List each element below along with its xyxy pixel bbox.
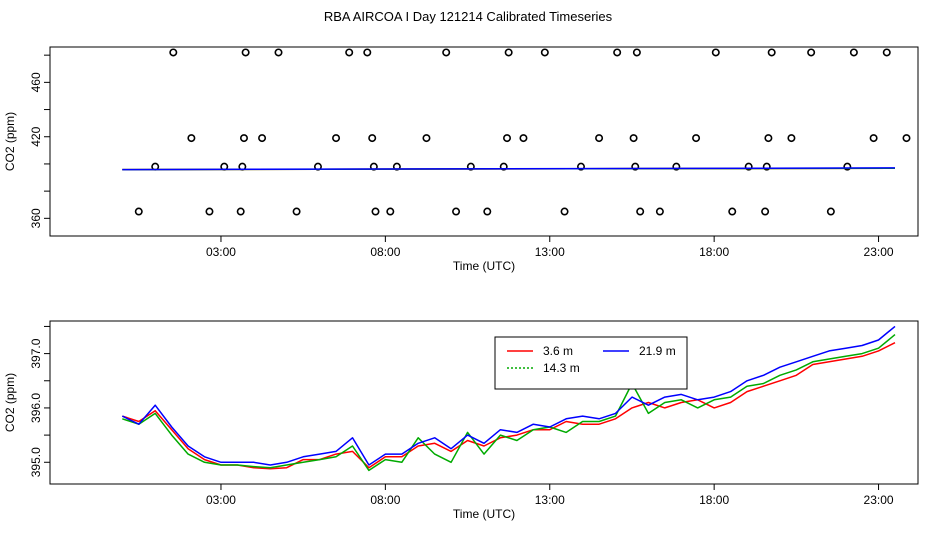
top-data-point <box>767 48 776 57</box>
bottom-x-tick-label: 03:00 <box>206 493 236 507</box>
top-data-point <box>241 48 250 57</box>
top-x-tick-label: 13:00 <box>535 245 565 259</box>
top-data-point <box>560 207 569 216</box>
top-data-point <box>169 48 178 57</box>
top-data-point <box>332 134 341 143</box>
top-data-point <box>629 134 638 143</box>
top-data-point <box>632 48 641 57</box>
bottom-x-tick-label: 18:00 <box>699 493 729 507</box>
bottom-plot-frame <box>49 320 919 485</box>
top-data-point <box>422 134 431 143</box>
top-plot-frame <box>49 46 919 237</box>
chart-title: RBA AIRCOA I Day 121214 Calibrated Times… <box>323 9 613 24</box>
bottom-series-line-14-3-m <box>122 334 896 472</box>
bottom-x-tick-label: 23:00 <box>864 493 894 507</box>
top-data-point <box>134 207 143 216</box>
top-data-point <box>787 134 796 143</box>
top-data-point <box>499 162 508 171</box>
top-data-point <box>386 207 395 216</box>
top-data-point <box>292 207 301 216</box>
top-data-point <box>826 207 835 216</box>
legend-box <box>494 336 688 390</box>
top-x-tick-label: 23:00 <box>864 245 894 259</box>
top-data-point <box>762 162 771 171</box>
top-data-point <box>519 134 528 143</box>
top-data-point <box>595 134 604 143</box>
top-data-point <box>631 162 640 171</box>
bottom-y-tick-label: 395.0 <box>29 447 43 477</box>
top-data-point <box>363 48 372 57</box>
top-data-point <box>392 162 401 171</box>
top-data-point <box>882 48 891 57</box>
top-data-point <box>744 162 753 171</box>
bottom-series-line-3-6-m <box>122 342 896 470</box>
top-series-line-21-9-m <box>122 167 896 171</box>
legend-label: 14.3 m <box>543 361 580 375</box>
top-data-point <box>636 207 645 216</box>
top-data-point <box>672 162 681 171</box>
top-data-point <box>187 134 196 143</box>
top-data-point <box>843 162 852 171</box>
top-data-point <box>345 48 354 57</box>
legend-label: 21.9 m <box>639 344 676 358</box>
bottom-x-tick-label: 13:00 <box>535 493 565 507</box>
top-x-tick-label: 18:00 <box>699 245 729 259</box>
top-y-tick-label: 360 <box>29 208 43 228</box>
top-data-point <box>504 48 513 57</box>
bottom-y-tick-label: 397.0 <box>29 338 43 368</box>
top-data-point <box>483 207 492 216</box>
top-data-point <box>576 162 585 171</box>
top-data-point <box>849 48 858 57</box>
top-data-point <box>764 134 773 143</box>
top-data-point <box>655 207 664 216</box>
top-data-point <box>239 134 248 143</box>
top-data-point <box>466 162 475 171</box>
top-x-tick-label: 08:00 <box>370 245 400 259</box>
legend-label: 3.6 m <box>543 344 573 358</box>
top-data-point <box>368 134 377 143</box>
top-data-point <box>711 48 720 57</box>
top-data-point <box>540 48 549 57</box>
bottom-y-axis-label: CO2 (ppm) <box>3 373 17 432</box>
top-data-point <box>236 207 245 216</box>
top-data-point <box>205 207 214 216</box>
top-data-point <box>807 48 816 57</box>
top-data-point <box>258 134 267 143</box>
top-data-point <box>728 207 737 216</box>
top-data-point <box>692 134 701 143</box>
bottom-y-tick-label: 396.0 <box>29 393 43 423</box>
top-data-point <box>371 207 380 216</box>
top-data-point <box>761 207 770 216</box>
top-x-axis-label: Time (UTC) <box>453 259 515 273</box>
top-data-point <box>452 207 461 216</box>
top-x-tick-label: 03:00 <box>206 245 236 259</box>
top-data-point <box>902 134 911 143</box>
top-data-point <box>274 48 283 57</box>
top-data-point <box>442 48 451 57</box>
top-y-tick-label: 460 <box>29 72 43 92</box>
bottom-x-tick-label: 08:00 <box>370 493 400 507</box>
top-y-tick-label: 420 <box>29 126 43 146</box>
top-data-point <box>503 134 512 143</box>
top-y-axis-label: CO2 (ppm) <box>3 112 17 171</box>
bottom-series-line-21-9-m <box>121 325 896 466</box>
top-data-point <box>613 48 622 57</box>
top-data-point <box>869 134 878 143</box>
bottom-x-axis-label: Time (UTC) <box>453 507 515 521</box>
